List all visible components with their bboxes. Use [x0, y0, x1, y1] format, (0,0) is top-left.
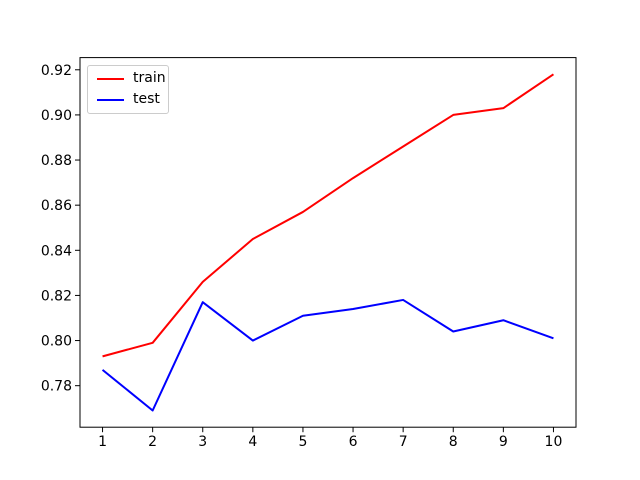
x-tick-label: 3 [198, 434, 207, 450]
y-tick-label: 0.82 [41, 288, 72, 304]
y-tick-label: 0.92 [41, 63, 72, 79]
x-tick-label: 2 [148, 434, 157, 450]
legend-line-swatch-train [97, 77, 124, 80]
legend: train test [87, 65, 169, 114]
x-tick-label: 9 [499, 434, 508, 450]
series-line-test [101, 298, 554, 412]
x-tick-label: 1 [98, 434, 107, 450]
x-tick-label: 8 [449, 434, 458, 450]
legend-label-test: test [133, 91, 160, 107]
y-tick-label: 0.86 [41, 198, 72, 214]
plot-border [79, 57, 577, 428]
legend-entry-test: test [97, 91, 162, 107]
legend-label-train: train [133, 70, 166, 86]
legend-line-swatch-test [97, 98, 124, 101]
x-tick-label: 4 [248, 434, 257, 450]
legend-entry-train: train [97, 71, 166, 85]
x-tick-label: 7 [399, 434, 408, 450]
x-tick-label: 5 [298, 434, 307, 450]
y-tick-label: 0.80 [41, 334, 72, 350]
y-tick-label: 0.90 [41, 108, 72, 124]
y-tick-label: 0.88 [41, 153, 72, 169]
y-tick-label: 0.78 [41, 379, 72, 395]
series-line-train [102, 73, 555, 358]
y-tick-label: 0.84 [41, 243, 72, 259]
x-tick-label: 6 [349, 434, 358, 450]
x-tick-label: 10 [545, 434, 563, 450]
